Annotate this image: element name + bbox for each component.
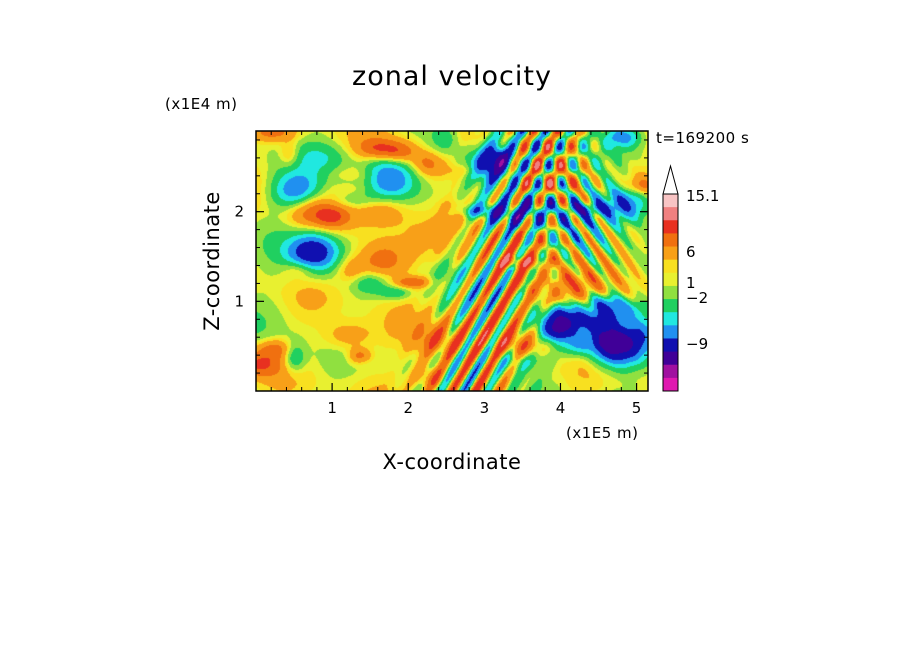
colorbar-segment — [663, 312, 678, 326]
velocity-field — [256, 131, 648, 391]
y-tick-label: 1 — [234, 292, 244, 310]
colorbar-segment — [663, 364, 678, 379]
colorbar-segment — [663, 259, 678, 274]
colorbar-segment — [663, 233, 678, 247]
x-tick-label: 5 — [632, 399, 642, 417]
colorbar-frame — [662, 193, 679, 392]
x-tick-label: 4 — [556, 399, 566, 417]
y-scale-label: (x1E4 m) — [165, 95, 238, 113]
plot-frame — [255, 130, 649, 392]
colorbar-label: −9 — [686, 335, 708, 353]
colorbar-label: −2 — [686, 289, 708, 307]
y-axis-label: Z-coordinate — [200, 191, 224, 331]
colorbar-segment — [663, 246, 678, 261]
colorbar-label: 15.1 — [686, 187, 719, 205]
colorbar-segment — [663, 220, 678, 234]
colorbar-segment — [663, 325, 678, 339]
plot-area — [255, 130, 649, 392]
colorbar-label: 6 — [686, 243, 696, 261]
colorbar-segment — [663, 338, 678, 352]
x-tick-label: 3 — [480, 399, 490, 417]
time-label: t=169200 s — [656, 129, 749, 147]
colorbar: 15.1 6 1−2 −9 — [662, 164, 719, 392]
x-axis-label: X-coordinate — [383, 450, 522, 474]
colorbar-segment — [663, 272, 678, 287]
colorbar-label: 1 — [686, 274, 696, 292]
x-scale-label: (x1E5 m) — [566, 424, 639, 442]
colorbar-segment — [663, 351, 678, 366]
colorbar-segment — [663, 194, 678, 208]
colorbar-segment — [663, 299, 678, 313]
x-tick-label: 2 — [403, 399, 413, 417]
colorbar-segment — [663, 377, 678, 392]
y-tick-label: 2 — [234, 203, 244, 221]
x-tick-label: 1 — [327, 399, 337, 417]
colorbar-extend-arrow — [662, 164, 679, 195]
colorbar-segment — [663, 285, 678, 300]
axis-ticks: 1 2 3 4 5 1 2 — [234, 131, 648, 417]
colorbar-segment — [663, 207, 678, 221]
chart-title: zonal velocity — [352, 61, 552, 92]
